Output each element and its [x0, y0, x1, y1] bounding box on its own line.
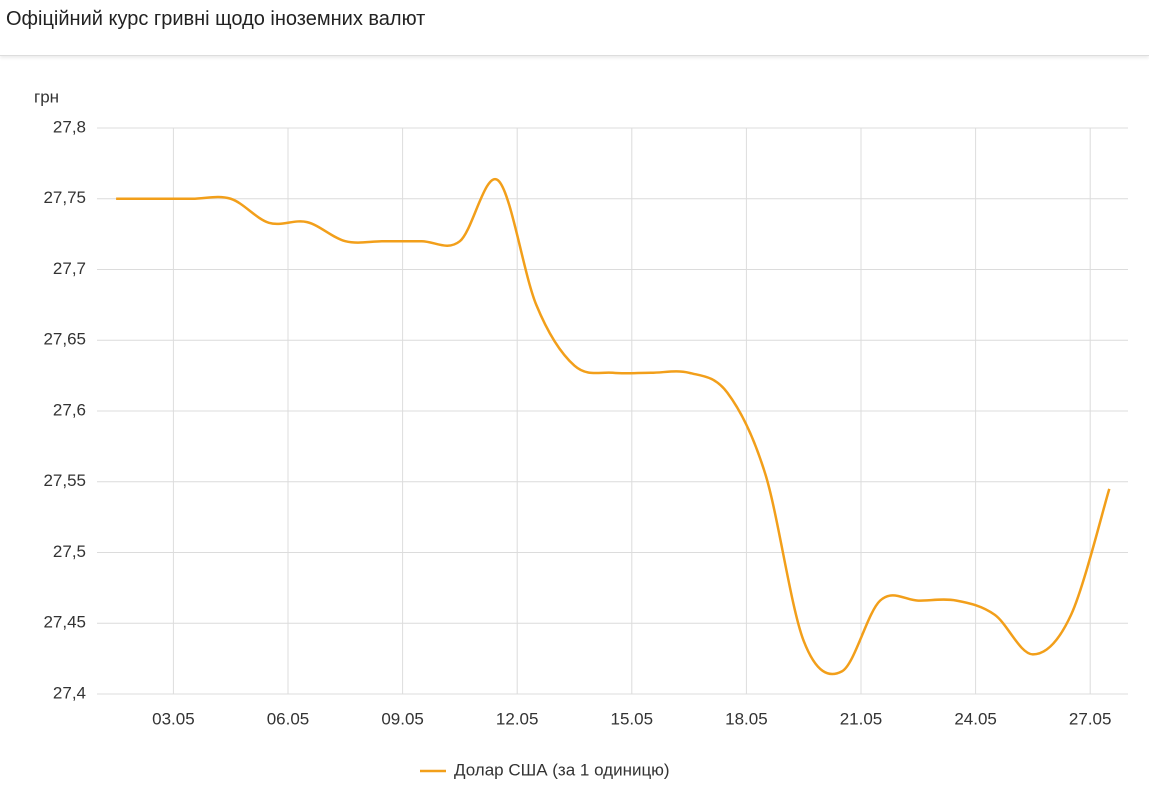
x-tick-label: 18.05 [725, 709, 768, 728]
y-tick-label: 27,65 [43, 330, 86, 349]
x-tick-label: 06.05 [267, 709, 310, 728]
chart: грн 27,4 27,45 27,5 27,55 27,6 27,65 27,7 27,75… [34, 87, 1128, 779]
line [116, 177, 1111, 676]
page-title: Офіційний курс гривні щодо іноземних вал… [6, 8, 426, 30]
y-axis-label: грн [34, 87, 59, 106]
legend-label: Долар США (за 1 одиницю) [454, 760, 670, 779]
x-tick-label: 09.05 [381, 709, 424, 728]
header: Офіційний курс гривні щодо іноземних вал… [0, 0, 1149, 56]
x-tick-label: 21.05 [840, 709, 883, 728]
y-tick-label: 27,5 [53, 542, 86, 561]
y-tick-label: 27,4 [53, 683, 86, 702]
x-tick-label: 12.05 [496, 709, 539, 728]
y-tick-label: 27,8 [53, 117, 86, 136]
x-tick-label: 15.05 [611, 709, 654, 728]
y-tick-label: 27,7 [53, 259, 86, 278]
x-tick-label: 27.05 [1069, 709, 1112, 728]
y-tick-label: 27,45 [43, 613, 86, 632]
x-tick-label: 24.05 [954, 709, 997, 728]
y-tick-label: 27,75 [43, 188, 86, 207]
y-tick-label: 27,55 [43, 471, 86, 490]
x-tick-label: 03.05 [152, 709, 195, 728]
y-tick-label: 27,6 [53, 400, 86, 419]
